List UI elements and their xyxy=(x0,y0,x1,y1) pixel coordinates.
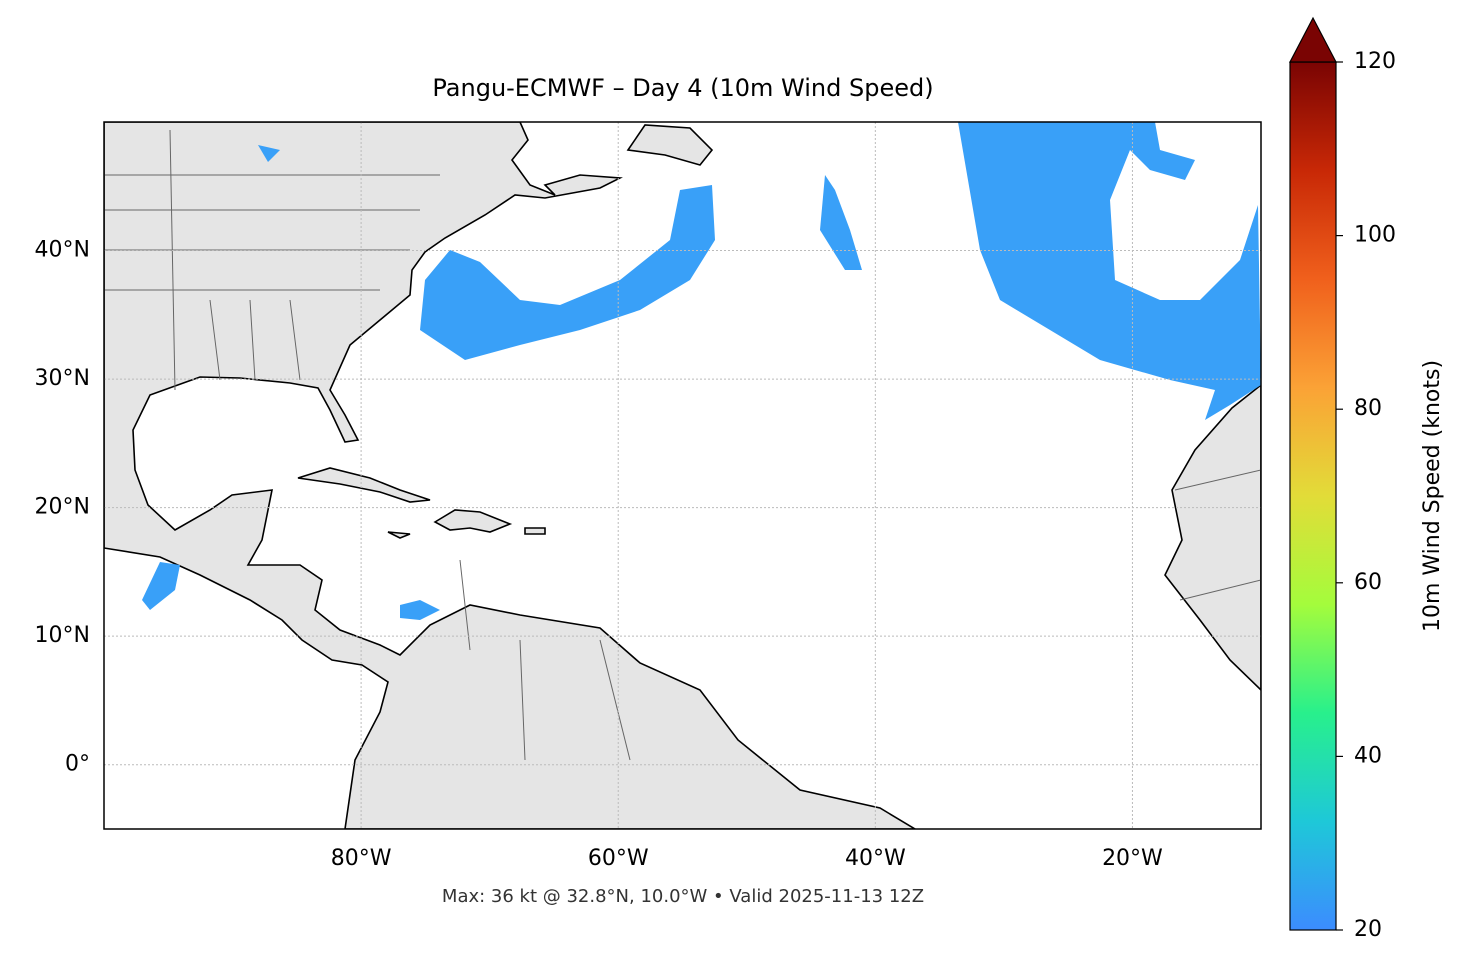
colorbar-tick-label: 20 xyxy=(1354,917,1382,942)
x-tick-label: 20°W xyxy=(1102,846,1163,871)
puerto-rico xyxy=(524,527,546,535)
colorbar-tick-label: 120 xyxy=(1354,49,1396,74)
borders xyxy=(104,129,1261,761)
y-tick-label: 40°N xyxy=(35,238,90,263)
y-tick-label: 20°N xyxy=(35,495,90,520)
hispaniola xyxy=(433,509,513,533)
americas xyxy=(104,122,917,829)
colorbar-extend xyxy=(1289,16,1337,63)
colorbar-tick-label: 60 xyxy=(1354,570,1382,595)
africa xyxy=(1164,383,1261,692)
x-tick-label: 40°W xyxy=(845,846,906,871)
chart-title: Pangu-ECMWF – Day 4 (10m Wind Speed) xyxy=(432,74,933,102)
grid xyxy=(104,122,1261,829)
cuba xyxy=(297,467,431,503)
annotation: Max: 36 kt @ 32.8°N, 10.0°W • Valid 2025… xyxy=(442,886,924,907)
y-tick-label: 30°N xyxy=(35,366,90,391)
newfoundland xyxy=(626,124,714,166)
y-tick-label: 0° xyxy=(65,752,90,777)
colorbar-tick-label: 100 xyxy=(1354,223,1396,248)
x-tick-label: 80°W xyxy=(331,846,392,871)
colorbar-tick-label: 40 xyxy=(1354,743,1382,768)
colorbar-tick-label: 80 xyxy=(1354,396,1382,421)
x-tick-label: 60°W xyxy=(588,846,649,871)
wind-field xyxy=(142,122,1261,620)
map-frame xyxy=(103,121,1262,830)
y-tick-label: 10°N xyxy=(35,623,90,648)
map xyxy=(104,122,1261,829)
colorbar-label: 10m Wind Speed (knots) xyxy=(1420,360,1445,632)
colorbar xyxy=(1289,61,1337,931)
jamaica xyxy=(387,531,411,539)
